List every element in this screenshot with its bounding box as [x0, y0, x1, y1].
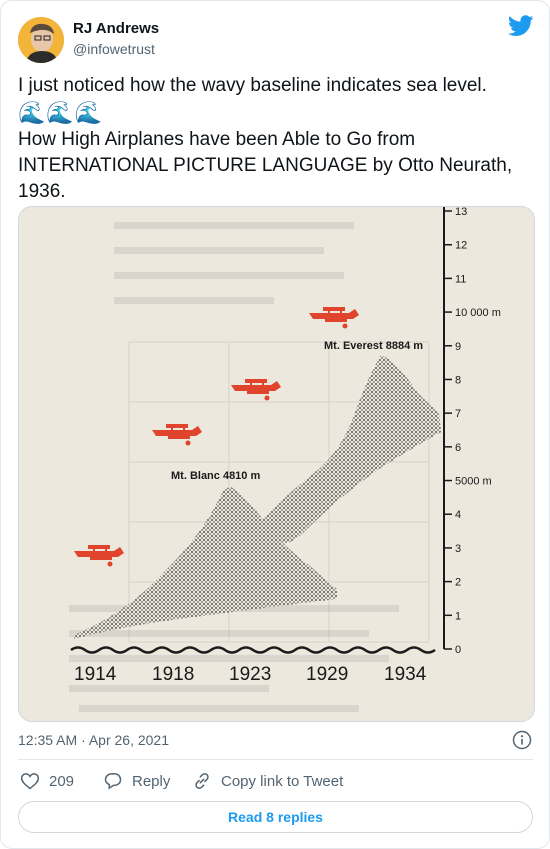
year-label: 1923: [229, 664, 271, 685]
reply-button[interactable]: Reply: [103, 771, 170, 791]
reply-label: Reply: [132, 772, 171, 790]
mountain-right: [259, 355, 441, 544]
tweet-image[interactable]: 13 12 11 10 000 m 9 8 7 6 5000 m 4 3 2 1 0 Mt. Blanc …: [18, 206, 535, 722]
scale-label: 2: [455, 577, 461, 589]
wavy-sea-level-baseline: [70, 646, 436, 654]
label-mt-everest: Mt. Everest 8884 m: [324, 340, 423, 352]
tweet-timestamp[interactable]: 12:35 AM · Apr 26, 2021: [18, 732, 169, 748]
read-replies-button[interactable]: Read 8 replies: [18, 801, 533, 833]
scale-label: 4: [455, 509, 461, 521]
like-count: 209: [49, 772, 75, 790]
like-button[interactable]: 209: [20, 771, 74, 791]
link-icon: [195, 773, 209, 789]
label-mt-blanc: Mt. Blanc 4810 m: [171, 470, 260, 482]
year-label: 1934: [384, 664, 427, 685]
wave-emojis: 🌊🌊🌊: [18, 100, 104, 125]
neurath-chart-image: 13 12 11 10 000 m 9 8 7 6 5000 m 4 3 2 1 0 Mt. Blanc …: [69, 207, 501, 712]
avatar-image: [18, 17, 64, 63]
copy-link-label: Copy link to Tweet: [221, 772, 344, 790]
year-label: 1929: [306, 664, 348, 685]
tweet-text: I just noticed how the wavy baseline ind…: [18, 73, 533, 205]
mountain-left: [74, 487, 337, 639]
reply-bubble-icon: [104, 773, 122, 790]
copy-link-button[interactable]: Copy link to Tweet: [192, 771, 343, 791]
scale-label: 3: [455, 543, 461, 555]
twitter-bird-icon[interactable]: [508, 15, 534, 37]
airplane-1918: [152, 424, 202, 446]
scale-ticks: 13 12 11 10 000 m 9 8 7 6 5000 m 4 3 2 1 0: [444, 207, 501, 656]
scale-label: 7: [455, 408, 461, 420]
divider: [18, 759, 533, 760]
scale-label: 5000 m: [455, 476, 492, 488]
airplane-1914: [74, 545, 124, 567]
airplane-1929: [309, 307, 359, 329]
year-label: 1918: [152, 664, 194, 685]
year-label: 1914: [74, 664, 117, 685]
tweet-line-2: How High Airplanes have been Able to Go …: [18, 129, 513, 202]
avatar[interactable]: [18, 17, 64, 63]
author-name[interactable]: RJ Andrews: [73, 20, 160, 37]
scale-label: 0: [455, 644, 461, 656]
airplane-1923: [231, 379, 281, 401]
scale-label: 6: [455, 442, 461, 454]
scale-label: 11: [455, 273, 466, 285]
scale-label: 12: [455, 240, 467, 252]
scale-label: 1: [455, 610, 461, 622]
heart-icon: [20, 773, 40, 790]
author-handle[interactable]: @infowetrust: [73, 41, 155, 57]
scale-label: 13: [455, 207, 467, 218]
tweet-line-1: I just noticed how the wavy baseline ind…: [18, 75, 487, 96]
scale-label: 8: [455, 374, 461, 386]
info-icon[interactable]: [512, 730, 532, 750]
scale-label: 9: [455, 341, 461, 353]
scale-label: 10 000 m: [455, 307, 501, 319]
